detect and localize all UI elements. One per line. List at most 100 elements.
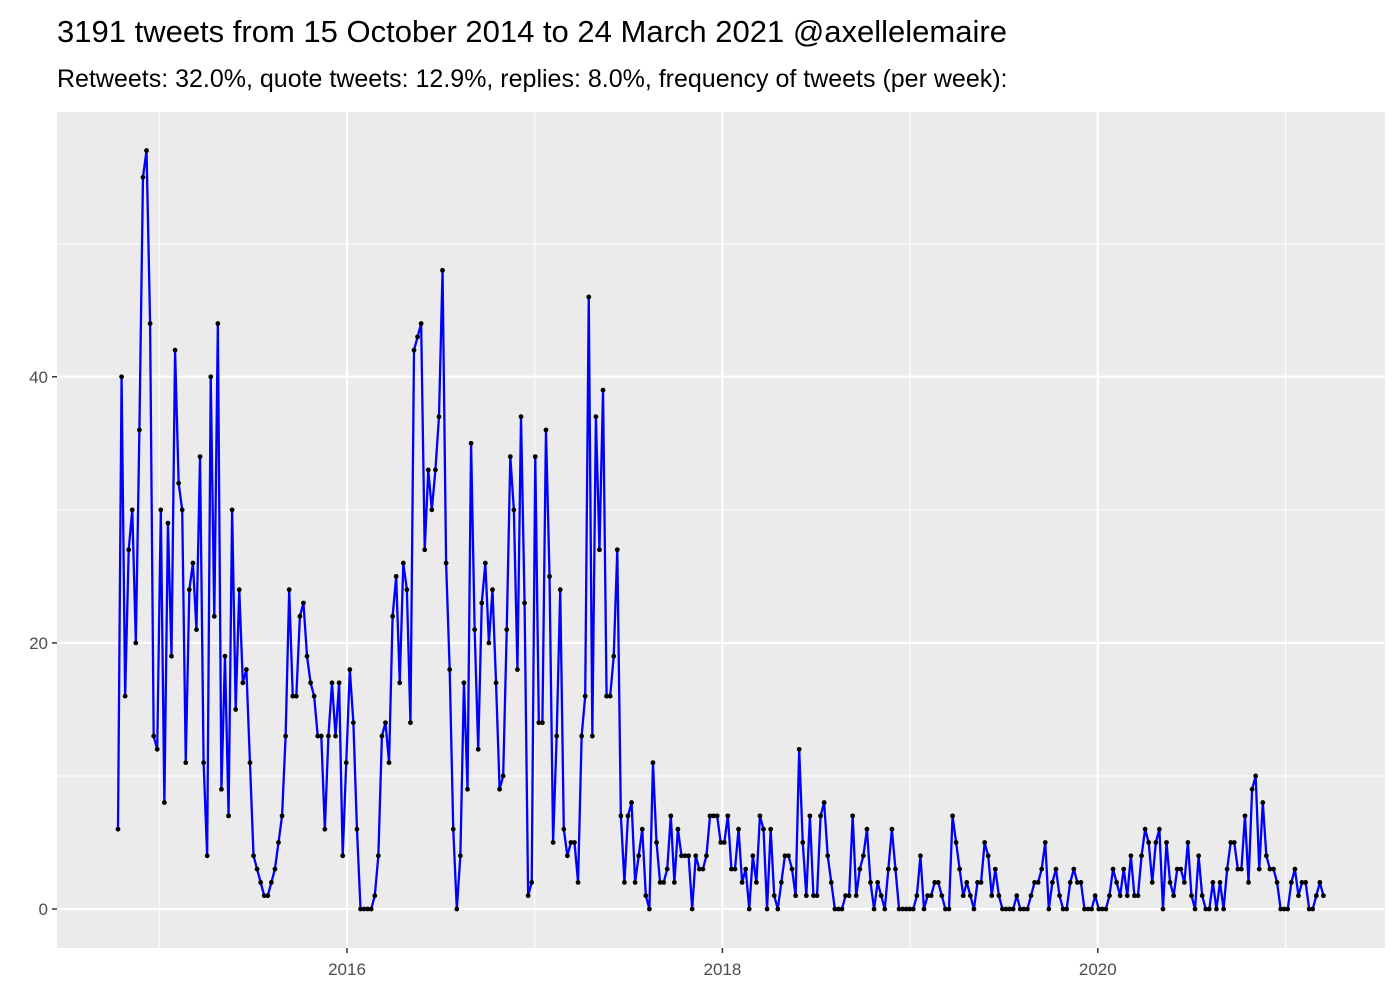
data-point [208,374,214,380]
data-point [828,880,834,885]
data-point [1288,880,1294,885]
data-point [258,880,264,885]
data-point [490,587,495,593]
data-point [326,733,331,739]
data-point [133,640,139,646]
data-point [1071,866,1077,872]
data-point [1046,906,1052,912]
data-point [415,334,420,340]
data-point [721,840,727,845]
data-point [707,813,713,819]
data-point [279,813,285,819]
data-point [579,733,585,739]
data-point [696,866,702,872]
data-point [350,720,356,726]
data-point [140,174,146,180]
data-point [561,826,567,832]
data-point [1110,866,1116,872]
data-point [1053,866,1059,872]
data-point [1117,893,1123,899]
data-point [843,893,848,899]
data-point [689,906,695,912]
data-point [261,893,267,899]
data-point [989,893,995,899]
data-point [540,720,545,726]
data-point [301,600,306,606]
data-point [1114,880,1119,885]
data-point [957,866,963,872]
data-point [903,906,909,912]
data-point [1299,880,1305,885]
data-point [611,653,617,659]
data-point [154,746,160,752]
data-point [657,880,663,885]
data-point [169,653,174,659]
data-point [126,547,132,553]
data-point [925,893,930,899]
data-point [1149,880,1155,885]
data-point [144,148,149,153]
data-point [172,347,178,353]
data-point [825,853,831,859]
data-point [982,840,988,845]
data-point [839,906,845,912]
data-point [411,347,417,353]
data-point [1124,893,1130,899]
data-point [393,573,399,579]
data-point [1185,840,1191,845]
data-point [557,587,563,593]
y-tick-label: 0 [39,900,48,919]
data-point [1231,840,1237,845]
data-point [1224,866,1230,872]
data-point [889,826,895,832]
data-point [978,880,984,885]
data-point [122,693,128,699]
data-point [800,840,806,845]
data-point [1192,906,1198,912]
data-point [846,893,852,899]
data-point [1089,906,1095,912]
data-point [622,880,627,885]
data-point [932,880,938,885]
data-point [729,866,734,872]
data-point [857,866,863,872]
data-point [554,733,560,739]
data-point [614,547,620,553]
data-point [793,893,799,899]
data-point [197,454,203,460]
data-point [518,414,524,420]
data-point [194,627,199,632]
data-point [1310,906,1316,912]
data-point [151,733,157,739]
data-point [243,667,249,672]
data-point [1196,853,1202,859]
data-point [1174,866,1180,872]
data-point [771,893,777,899]
data-point [511,507,517,513]
data-point [632,880,638,885]
data-point [547,573,552,579]
data-point [1010,906,1016,912]
data-point [465,786,470,792]
data-point [586,294,592,300]
data-point [818,813,823,819]
data-point [1156,826,1162,832]
chart-title: 3191 tweets from 15 October 2014 to 24 M… [57,14,1007,49]
data-point [1082,906,1087,912]
data-point [664,866,670,872]
data-point [479,600,485,606]
data-point [290,693,296,699]
data-point [668,813,674,819]
data-point [322,826,328,832]
data-point [646,906,652,912]
data-point [860,853,866,859]
data-point [219,786,224,792]
data-point [1303,880,1309,885]
data-point [343,760,349,766]
data-point [532,454,538,460]
data-point [247,760,253,766]
data-point [311,693,317,699]
data-point [900,906,906,912]
data-point [1206,906,1212,912]
